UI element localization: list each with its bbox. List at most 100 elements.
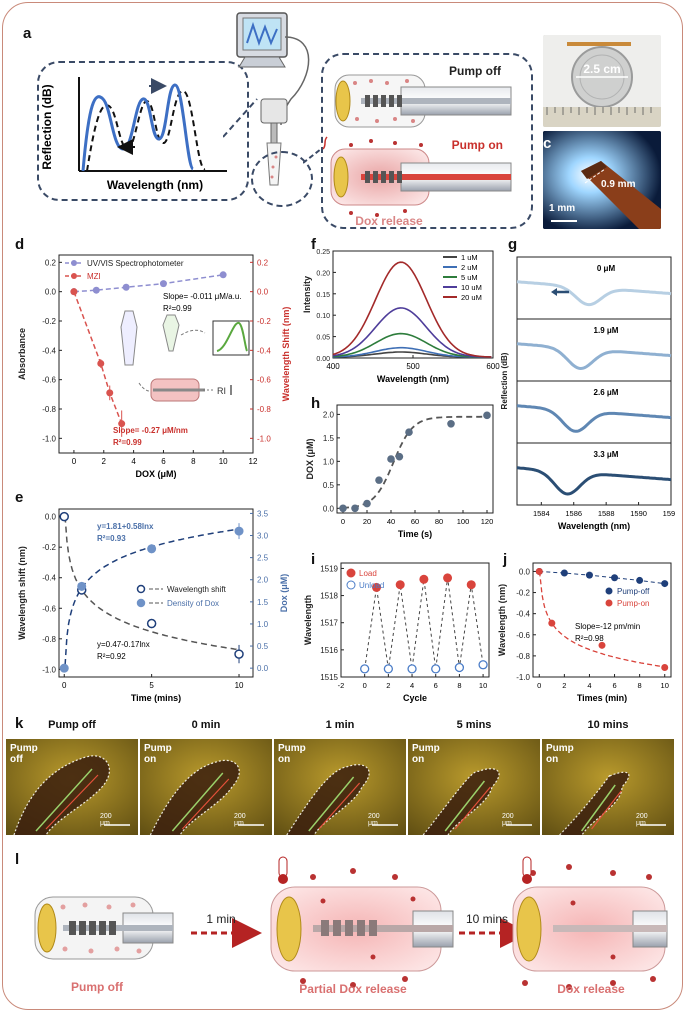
j-ytick-label: -0.2 bbox=[516, 589, 530, 598]
d-right-ytick-label: -0.4 bbox=[257, 346, 271, 355]
micrograph-3 bbox=[408, 739, 540, 835]
e-dox-point bbox=[234, 526, 244, 536]
d-ytick-label: -0.2 bbox=[42, 317, 56, 326]
d-data-point bbox=[122, 283, 130, 291]
chart-j: 0 2 4 6 8 10 0.0 -0.2 -0.4 -0.6 -0.8 -1.0 Times (min… bbox=[497, 562, 672, 703]
i-legend-label: Load bbox=[359, 569, 377, 578]
j-x-axis-label: Times (min) bbox=[577, 693, 627, 703]
e-legend-marker bbox=[136, 584, 146, 594]
j-pump-off-point bbox=[636, 576, 644, 584]
caption-pump-off: Pump off bbox=[71, 980, 124, 994]
panel-label-l: l bbox=[15, 851, 20, 868]
j-legend-marker bbox=[605, 587, 613, 595]
d-xtick-label: 0 bbox=[72, 457, 77, 466]
g-xtick-label: 1592 bbox=[663, 509, 675, 518]
pump-schematic: Pump off Pump on Dox release bbox=[322, 64, 512, 228]
d-right-ytick-label: 0.2 bbox=[257, 258, 269, 267]
g-shift-arrow-head bbox=[551, 288, 557, 296]
i-load-point bbox=[395, 580, 405, 590]
fiber-micrograph-drawing bbox=[543, 131, 661, 229]
d-xtick-label: 12 bbox=[249, 457, 258, 466]
g-spectrum-2 bbox=[516, 404, 672, 433]
d-ri-label: RI bbox=[217, 386, 226, 396]
g-xtick-label: 1588 bbox=[598, 509, 615, 518]
d-data-point bbox=[92, 286, 100, 294]
i-x-axis-label: Cycle bbox=[403, 693, 427, 703]
g-xtick-label: 1590 bbox=[630, 509, 647, 518]
e-right-ytick-label: 3.5 bbox=[257, 509, 269, 518]
e-shift-point bbox=[146, 618, 157, 629]
j-xtick-label: 6 bbox=[612, 681, 616, 690]
e-right-ytick-label: 2.0 bbox=[257, 576, 269, 585]
f-xtick-label: 500 bbox=[406, 362, 420, 371]
e-legend-label: Wavelength shift bbox=[167, 585, 227, 594]
e-ytick-label: -0.6 bbox=[42, 604, 56, 613]
h-xtick-label: 20 bbox=[363, 517, 371, 526]
d-legend-label: UV/VIS Spectrophotometer bbox=[87, 259, 184, 268]
panel-label-e: e bbox=[15, 489, 24, 506]
j-pump-on-point bbox=[598, 641, 606, 649]
d-xtick-label: 2 bbox=[102, 457, 107, 466]
d-right-ytick-label: 0.0 bbox=[257, 288, 269, 297]
d-data-point bbox=[159, 280, 167, 288]
e-right-ytick-label: 1.0 bbox=[257, 620, 269, 629]
e-legend-marker bbox=[136, 598, 146, 608]
fiber-micrograph bbox=[543, 131, 661, 229]
fiber-diameter-label: 0.9 mm bbox=[601, 179, 636, 190]
zoom-connector bbox=[303, 148, 322, 164]
d-annot-uv-r2: R²=0.99 bbox=[163, 304, 192, 313]
micrograph-title-4: 10 mins bbox=[587, 719, 629, 731]
i-ytick-label: 1515 bbox=[320, 673, 338, 682]
h-ytick-label: 0.5 bbox=[323, 481, 335, 490]
j-legend-label: Pump-off bbox=[617, 587, 650, 596]
f-ytick-label: 0.25 bbox=[316, 249, 330, 256]
j-xtick-label: 0 bbox=[537, 681, 541, 690]
g-xtick-label: 1586 bbox=[565, 509, 582, 518]
micrograph-scale-3: 200 μm bbox=[502, 813, 514, 827]
e-ytick-label: -1.0 bbox=[42, 665, 56, 674]
h-xtick-label: 0 bbox=[341, 517, 345, 526]
chart-i: -2 0 2 4 6 8 10 1519 1518 1517 1516 1515 Cycle Wavele… bbox=[303, 562, 490, 703]
i-load-point bbox=[372, 582, 382, 592]
h-ytick-label: 0.0 bbox=[323, 504, 335, 513]
micrograph-badge-0: Pump off bbox=[10, 743, 38, 765]
i-load-point bbox=[466, 580, 476, 590]
g-concentration-label: 0 μM bbox=[597, 264, 616, 273]
i-ytick-label: 1519 bbox=[320, 564, 338, 573]
g-spectrum-1 bbox=[516, 342, 672, 371]
f-ytick-label: 0.20 bbox=[316, 270, 330, 277]
e-xtick-label: 10 bbox=[235, 681, 244, 690]
d-right-ytick-label: -0.6 bbox=[257, 376, 271, 385]
h-ytick-label: 2.0 bbox=[323, 410, 335, 419]
e-fit-shift bbox=[64, 516, 239, 651]
e-shift-point bbox=[59, 511, 69, 522]
i-xtick-label: -2 bbox=[338, 681, 345, 690]
d-right-ytick-label: -0.2 bbox=[257, 317, 271, 326]
e-fit-dox-r2: R²=0.93 bbox=[97, 534, 126, 543]
e-ytick-label: 0.0 bbox=[45, 513, 57, 522]
j-xtick-label: 8 bbox=[638, 681, 642, 690]
f-xtick-label: 600 bbox=[486, 362, 500, 371]
micrograph-drawing-2 bbox=[274, 739, 406, 835]
chart-f: 400 500 600 0.25 0.20 0.15 0.10 0.05 0.00 Wavelen… bbox=[303, 249, 500, 384]
h-xtick-label: 80 bbox=[435, 517, 443, 526]
d-data-point bbox=[219, 271, 227, 279]
micrograph-drawing-4 bbox=[542, 739, 674, 835]
d-xtick-label: 6 bbox=[161, 457, 166, 466]
micrograph-0 bbox=[6, 739, 138, 835]
e-right-ytick-label: 3.0 bbox=[257, 532, 269, 541]
j-xtick-label: 2 bbox=[562, 681, 566, 690]
h-ytick-label: 1.0 bbox=[323, 457, 335, 466]
h-data-point bbox=[363, 499, 371, 508]
i-load-point bbox=[419, 574, 429, 584]
j-y-axis-label: Wavelength (nm) bbox=[497, 584, 507, 656]
h-plot-frame bbox=[336, 404, 494, 514]
e-xtick-label: 0 bbox=[62, 681, 67, 690]
e-ytick-label: -0.4 bbox=[42, 574, 56, 583]
i-legend-label: Unload bbox=[359, 581, 384, 590]
fiber-scale-bar-label: 1 mm bbox=[549, 203, 576, 214]
i-unload-point bbox=[383, 664, 394, 674]
e-ytick-label: -0.2 bbox=[42, 543, 56, 552]
micrograph-badge-1: Pump on bbox=[144, 743, 172, 765]
f-xtick-label: 400 bbox=[326, 362, 340, 371]
